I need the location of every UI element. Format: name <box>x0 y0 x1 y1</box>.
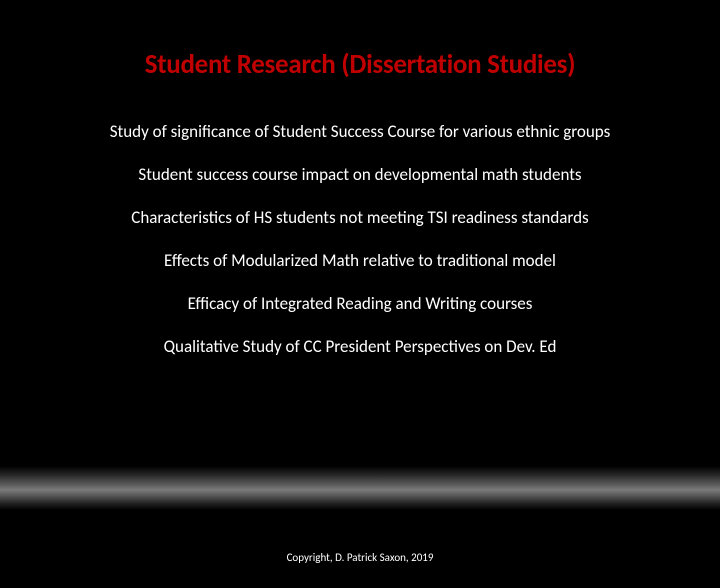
list-item: Efficacy of Integrated Reading and Writi… <box>0 293 720 315</box>
list-item: Qualitative Study of CC President Perspe… <box>0 336 720 358</box>
content-list: Study of significance of Student Success… <box>0 121 720 359</box>
list-item: Characteristics of HS students not meeti… <box>0 207 720 229</box>
list-item: Study of significance of Student Success… <box>0 121 720 143</box>
slide-title: Student Research (Dissertation Studies) <box>0 48 720 81</box>
copyright-footer: Copyright, D. Patrick Saxon, 2019 <box>0 551 720 564</box>
list-item: Student success course impact on develop… <box>0 164 720 186</box>
decorative-band <box>0 466 720 510</box>
list-item: Effects of Modularized Math relative to … <box>0 250 720 272</box>
